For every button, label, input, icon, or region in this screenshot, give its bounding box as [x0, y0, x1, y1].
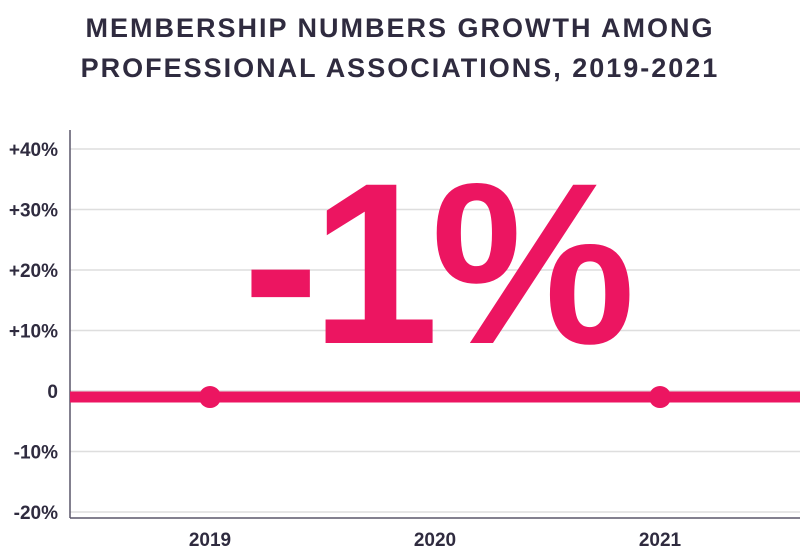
annotation-label: -1% — [242, 135, 630, 392]
y-tick-label: -20% — [14, 503, 58, 524]
data-point — [199, 386, 221, 409]
y-tick-label: 0 — [47, 382, 58, 403]
y-tick-label: +20% — [9, 261, 58, 282]
chart-title-line-2: PROFESSIONAL ASSOCIATIONS, 2019-2021 — [80, 53, 720, 83]
x-tick-label: 2020 — [414, 530, 456, 551]
chart-title-line-1: MEMBERSHIP NUMBERS GROWTH AMONG — [85, 13, 715, 43]
y-tick-label: -10% — [14, 443, 58, 464]
data-point — [649, 386, 671, 409]
y-tick-label: +30% — [9, 201, 58, 222]
x-tick-label: 2019 — [189, 530, 231, 551]
x-tick-label: 2021 — [639, 530, 682, 551]
y-tick-label: +40% — [9, 140, 58, 161]
y-tick-label: +10% — [9, 322, 58, 343]
chart-title: MEMBERSHIP NUMBERS GROWTH AMONG PROFESSI… — [0, 8, 800, 88]
